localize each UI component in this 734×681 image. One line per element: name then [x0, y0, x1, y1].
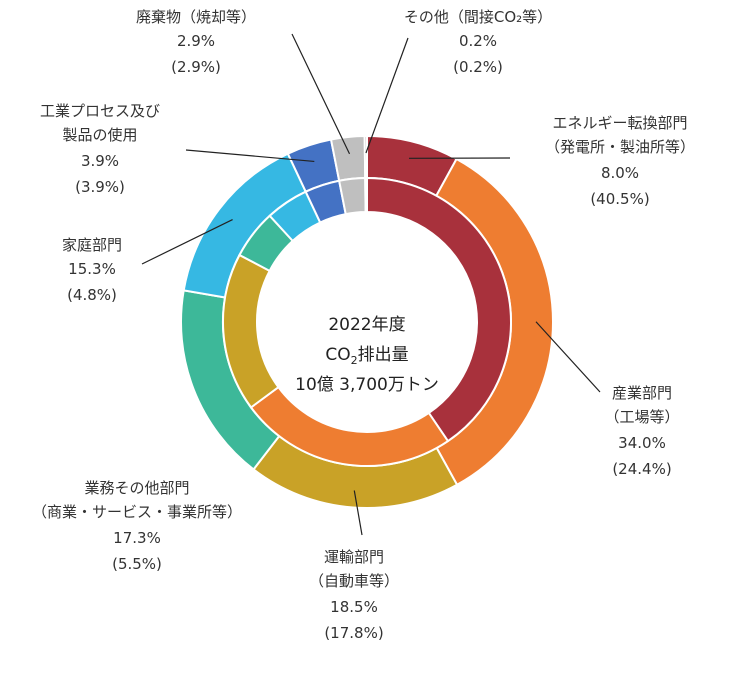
category-label-6-line-1: 2.9% — [177, 32, 215, 50]
category-label-3-line-1: （商業・サービス・事業所等） — [32, 503, 242, 521]
category-label-3-line-2: 17.3% — [113, 529, 161, 547]
category-label-2-line-0: 運輸部門 — [324, 548, 384, 566]
leader-line-7 — [365, 37, 409, 154]
category-label-7-line-1: 0.2% — [459, 32, 497, 50]
category-label-2-line-1: （自動車等） — [309, 572, 399, 590]
category-label-5-line-3: (3.9%) — [75, 178, 125, 196]
category-label-4-line-2: (4.8%) — [67, 286, 117, 304]
center-co2-subscript: 2 — [351, 354, 358, 367]
center-co2-suffix: 排出量 — [358, 345, 409, 365]
category-label-4-line-0: 家庭部門 — [62, 236, 122, 254]
category-label-1-line-0: 産業部門 — [612, 384, 672, 402]
category-label-7-line-2: (0.2%) — [453, 58, 503, 76]
category-label-3-line-3: (5.5%) — [112, 555, 162, 573]
center-co2-prefix: CO — [325, 345, 350, 365]
center-text: 2022年度 CO2排出量 10億 3,700万トン — [295, 315, 439, 395]
category-label-6-line-0: 廃棄物（焼却等） — [136, 8, 256, 26]
category-label-7-line-0: その他（間接CO₂等） — [404, 8, 552, 26]
inner-ring — [222, 176, 512, 467]
center-year: 2022年度 — [328, 315, 405, 335]
category-label-0-line-2: 8.0% — [601, 164, 639, 182]
category-label-1-line-3: (24.4%) — [612, 460, 671, 478]
leader-line-1 — [535, 321, 601, 393]
category-label-1-line-2: 34.0% — [618, 434, 666, 452]
category-label-5-line-2: 3.9% — [81, 152, 119, 170]
category-label-0-line-3: (40.5%) — [590, 190, 649, 208]
leader-line-5 — [185, 149, 315, 163]
category-label-2-line-2: 18.5% — [330, 598, 378, 616]
category-label-6-line-2: (2.9%) — [171, 58, 221, 76]
category-labels: エネルギー転換部門 （発電所・製油所等） 8.0% (40.5%) 産業部門 （工場等） 3… — [32, 8, 695, 642]
category-label-1-line-1: （工場等） — [604, 408, 679, 426]
leader-line-2 — [353, 490, 363, 536]
leader-line-6 — [291, 33, 351, 155]
center-total: 10億 3,700万トン — [295, 375, 439, 395]
outer-ring — [180, 134, 554, 509]
category-label-0-line-1: （発電所・製油所等） — [545, 138, 695, 156]
center-co2-label: CO2排出量 — [325, 345, 408, 367]
category-label-5-line-0: 工業プロセス及び — [40, 102, 160, 120]
category-label-3-line-0: 業務その他部門 — [84, 479, 189, 497]
category-label-4-line-1: 15.3% — [68, 260, 116, 278]
category-label-0-line-0: エネルギー転換部門 — [552, 114, 687, 132]
inner-slice-7 — [364, 176, 368, 214]
leader-line-4 — [141, 219, 233, 265]
leader-lines — [141, 33, 601, 536]
category-label-2-line-3: (17.8%) — [324, 624, 383, 642]
outer-slice-7 — [363, 134, 368, 180]
category-label-5-line-1: 製品の使用 — [62, 126, 137, 144]
